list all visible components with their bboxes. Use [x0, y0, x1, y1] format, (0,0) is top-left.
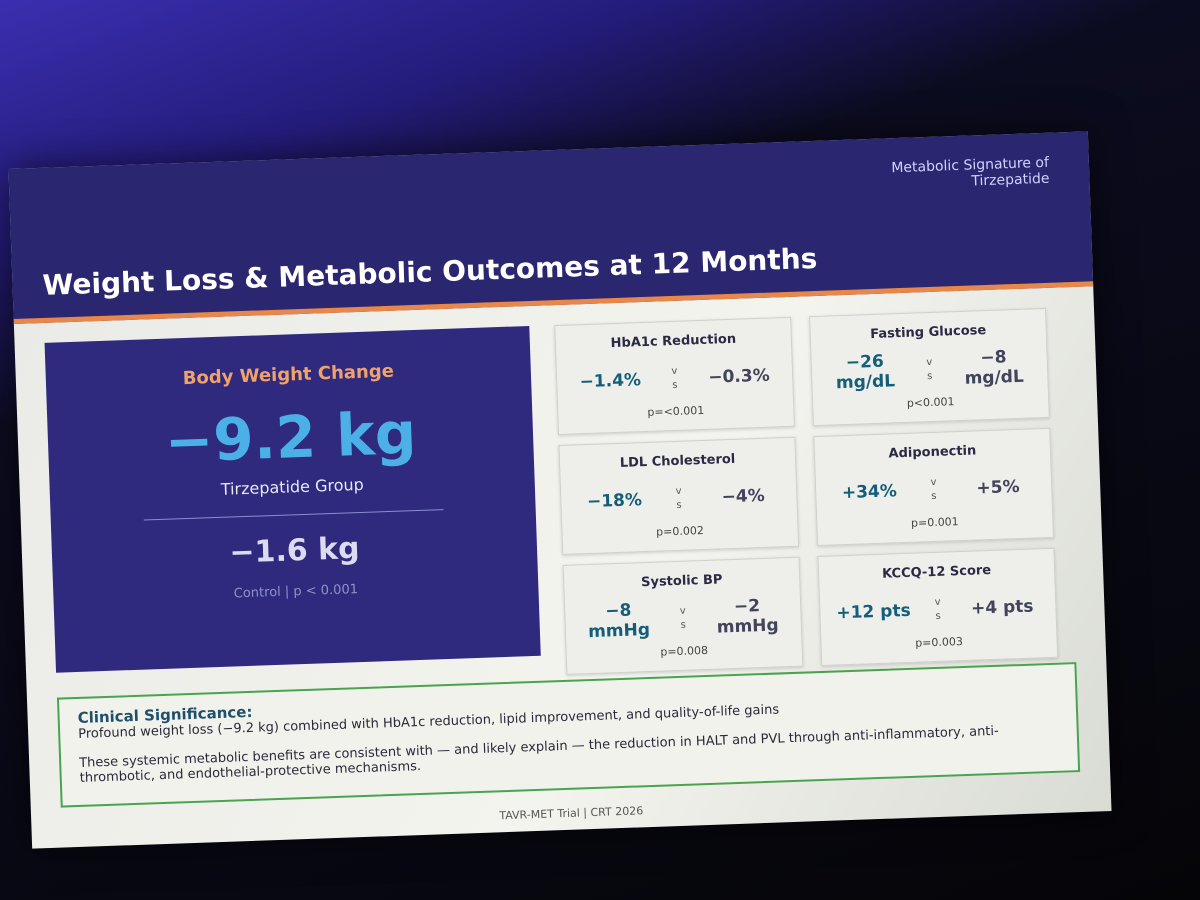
treatment-value: +34% [841, 481, 898, 504]
card-row: +12 pts vs +4 pts [820, 584, 1056, 636]
vs-separator: vs [671, 365, 678, 392]
vs-separator: vs [934, 596, 941, 622]
card-title: Systolic BP [640, 572, 723, 591]
control-value: +4 pts [970, 596, 1034, 619]
card-row: −1.4% vs −0.3% [556, 353, 792, 405]
metric-card: Fasting Glucose −26 mg/dL vs −8 mg/dL p<0.00… [809, 307, 1050, 427]
treatment-value: −26 mg/dL [835, 351, 896, 394]
slide-title: Weight Loss & Metabolic Outcomes at 12 M… [41, 241, 818, 302]
metric-card: HbA1c Reduction −1.4% vs −0.3% p=<0.001 [554, 316, 795, 436]
divider [143, 509, 444, 521]
hero-panel: Body Weight Change −9.2 kg Tirzepatide G… [44, 325, 541, 673]
header-tag: Metabolic Signature of Tirzepatide [891, 154, 1050, 190]
vs-separator: vs [926, 356, 933, 383]
metric-card: KCCQ-12 Score +12 pts vs +4 pts p=0.003 [817, 547, 1059, 666]
treatment-value: −8 mmHg [587, 600, 651, 643]
control-value: −0.3% [707, 365, 771, 388]
card-title: HbA1c Reduction [610, 331, 737, 352]
metric-card: Systolic BP −8 mmHg vs −2 mmHg p=0.008 [562, 556, 804, 675]
hero-label: Body Weight Change [182, 360, 395, 390]
card-title: LDL Cholesterol [619, 451, 736, 471]
card-title: KCCQ-12 Score [881, 563, 992, 582]
control-value: −8 mg/dL [964, 347, 1025, 389]
treatment-value: −18% [586, 490, 643, 513]
p-value: p<0.001 [906, 395, 955, 410]
card-row: −18% vs −4% [561, 473, 797, 525]
treatment-value: −1.4% [579, 370, 642, 393]
card-row: −26 mg/dL vs −8 mg/dL [811, 344, 1047, 396]
p-value: p=0.002 [655, 524, 705, 539]
control-value: +5% [976, 476, 1020, 499]
metric-card: LDL Cholesterol −18% vs −4% p=0.002 [558, 436, 800, 555]
card-row: +34% vs +5% [816, 464, 1052, 516]
vs-separator: vs [679, 605, 687, 631]
p-value: p=<0.001 [647, 403, 705, 419]
p-value: p=0.001 [910, 515, 959, 530]
card-title: Adiponectin [888, 443, 977, 462]
control-value: −2 mmHg [716, 596, 779, 638]
metric-card: Adiponectin +34% vs +5% p=0.001 [813, 427, 1054, 547]
p-value: p=0.003 [914, 635, 964, 650]
control-note: Control | p < 0.001 [233, 582, 359, 602]
treatment-value: +12 pts [836, 600, 911, 624]
hero-value: −9.2 kg [163, 399, 418, 476]
card-row: −8 mmHg vs −2 mmHg [565, 593, 801, 645]
vs-separator: vs [930, 476, 937, 503]
vs-separator: vs [675, 485, 682, 511]
card-title: Fasting Glucose [870, 323, 987, 343]
control-value: −4% [721, 485, 766, 508]
header-band: Weight Loss & Metabolic Outcomes at 12 M… [8, 131, 1094, 324]
slide: Weight Loss & Metabolic Outcomes at 12 M… [8, 131, 1112, 849]
significance-box: Clinical Significance: Profound weight l… [56, 662, 1081, 808]
p-value: p=0.008 [660, 643, 709, 659]
control-value: −1.6 kg [228, 531, 361, 571]
